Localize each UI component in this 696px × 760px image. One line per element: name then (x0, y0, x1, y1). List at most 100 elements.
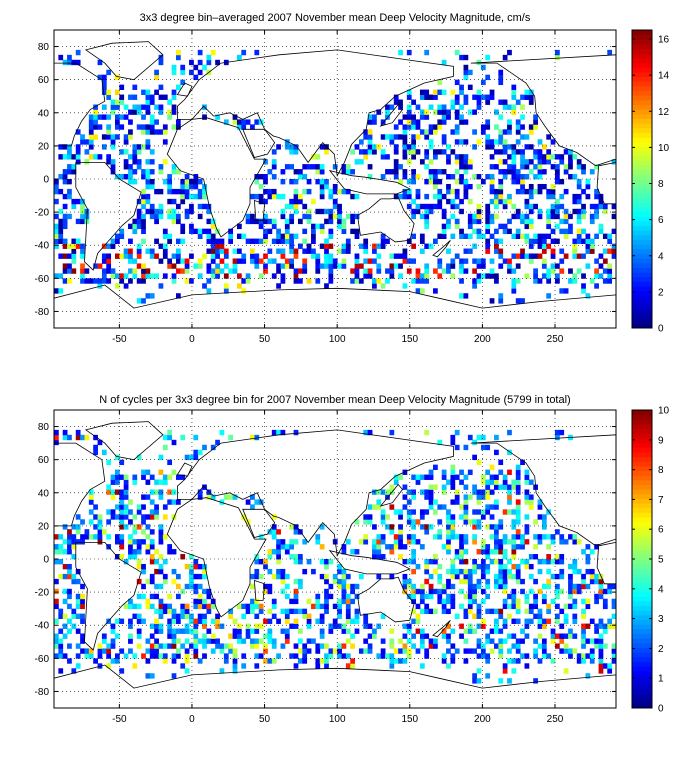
data-cell (289, 539, 295, 545)
data-cell (145, 174, 151, 180)
data-cell (132, 549, 138, 555)
data-cell (132, 653, 138, 659)
data-cell (515, 124, 521, 130)
data-cell (293, 253, 299, 259)
data-cell (463, 568, 469, 575)
data-cell (498, 638, 504, 644)
data-cell (598, 583, 604, 590)
data-cell (149, 643, 155, 649)
data-cell (511, 598, 517, 605)
data-cell (363, 539, 369, 545)
data-cell (167, 233, 173, 239)
data-cell (459, 258, 464, 264)
data-cell (284, 144, 290, 150)
data-cell (498, 293, 504, 299)
data-cell (110, 268, 116, 274)
data-cell (306, 188, 312, 195)
data-cell (589, 648, 595, 654)
data-cell (480, 79, 486, 86)
data-cell (485, 208, 491, 215)
data-cell (284, 228, 290, 235)
data-cell (441, 588, 447, 595)
data-cell (71, 578, 77, 585)
data-cell (180, 69, 186, 76)
x-tick-label: 150 (401, 714, 418, 725)
data-cell (71, 544, 77, 550)
data-cell (171, 618, 177, 624)
data-cell (389, 268, 395, 274)
data-cell (193, 174, 199, 180)
data-cell (489, 504, 495, 510)
data-cell (372, 283, 377, 289)
data-cell (550, 164, 556, 170)
data-cell (171, 638, 177, 644)
data-cell (489, 549, 495, 555)
data-cell (162, 273, 168, 279)
data-cell (415, 519, 421, 525)
data-cell (472, 598, 477, 605)
data-cell (67, 588, 72, 595)
data-cell (276, 248, 281, 254)
data-cell (459, 623, 464, 629)
data-cell (581, 583, 586, 590)
data-cell (546, 578, 552, 585)
data-cell (62, 623, 68, 629)
data-cell (402, 643, 408, 649)
data-cell (84, 529, 90, 535)
data-cell (202, 613, 207, 619)
data-cell (406, 509, 412, 515)
data-cell (502, 588, 508, 595)
data-cell (54, 228, 59, 235)
data-cell (550, 253, 556, 259)
coastline (432, 620, 451, 638)
data-cell (88, 139, 94, 145)
data-cell (167, 258, 173, 264)
data-cell (419, 233, 425, 239)
data-cell (441, 469, 447, 475)
data-cell (541, 598, 547, 605)
data-cell (485, 124, 491, 130)
data-cell (71, 623, 77, 629)
data-cell (393, 174, 399, 180)
data-cell (389, 253, 395, 259)
data-cell (110, 658, 116, 664)
data-cell (450, 653, 456, 659)
data-cell (263, 198, 268, 205)
data-cell (454, 429, 460, 436)
colorbar-swatch (632, 559, 652, 565)
data-cell (494, 499, 499, 505)
data-cell (485, 494, 491, 500)
data-cell (581, 164, 586, 170)
data-cell (367, 429, 373, 436)
data-cell (284, 583, 290, 590)
data-cell (537, 164, 543, 170)
data-cell (450, 499, 456, 505)
data-cell (406, 519, 412, 525)
data-cell (245, 213, 251, 220)
data-cell (175, 49, 181, 56)
data-cell (280, 608, 286, 615)
data-cell (141, 169, 146, 175)
data-cell (158, 603, 164, 610)
data-cell (141, 218, 146, 225)
data-cell (476, 643, 482, 649)
data-cell (498, 253, 504, 259)
data-cell (97, 534, 103, 540)
data-cell (132, 218, 138, 225)
data-cell (541, 519, 547, 525)
data-cell (450, 583, 456, 590)
data-cell (236, 258, 242, 264)
data-cell (319, 208, 325, 215)
data-cell (258, 559, 264, 565)
data-cell (184, 638, 190, 644)
data-cell (428, 169, 434, 175)
data-cell (123, 164, 129, 170)
data-cell (297, 628, 303, 634)
data-cell (315, 263, 321, 269)
data-cell (119, 514, 125, 520)
data-cell (459, 588, 464, 595)
data-cell (507, 648, 512, 654)
colorbar-swatch (632, 512, 652, 518)
data-cell (171, 169, 177, 175)
data-cell (210, 618, 216, 624)
